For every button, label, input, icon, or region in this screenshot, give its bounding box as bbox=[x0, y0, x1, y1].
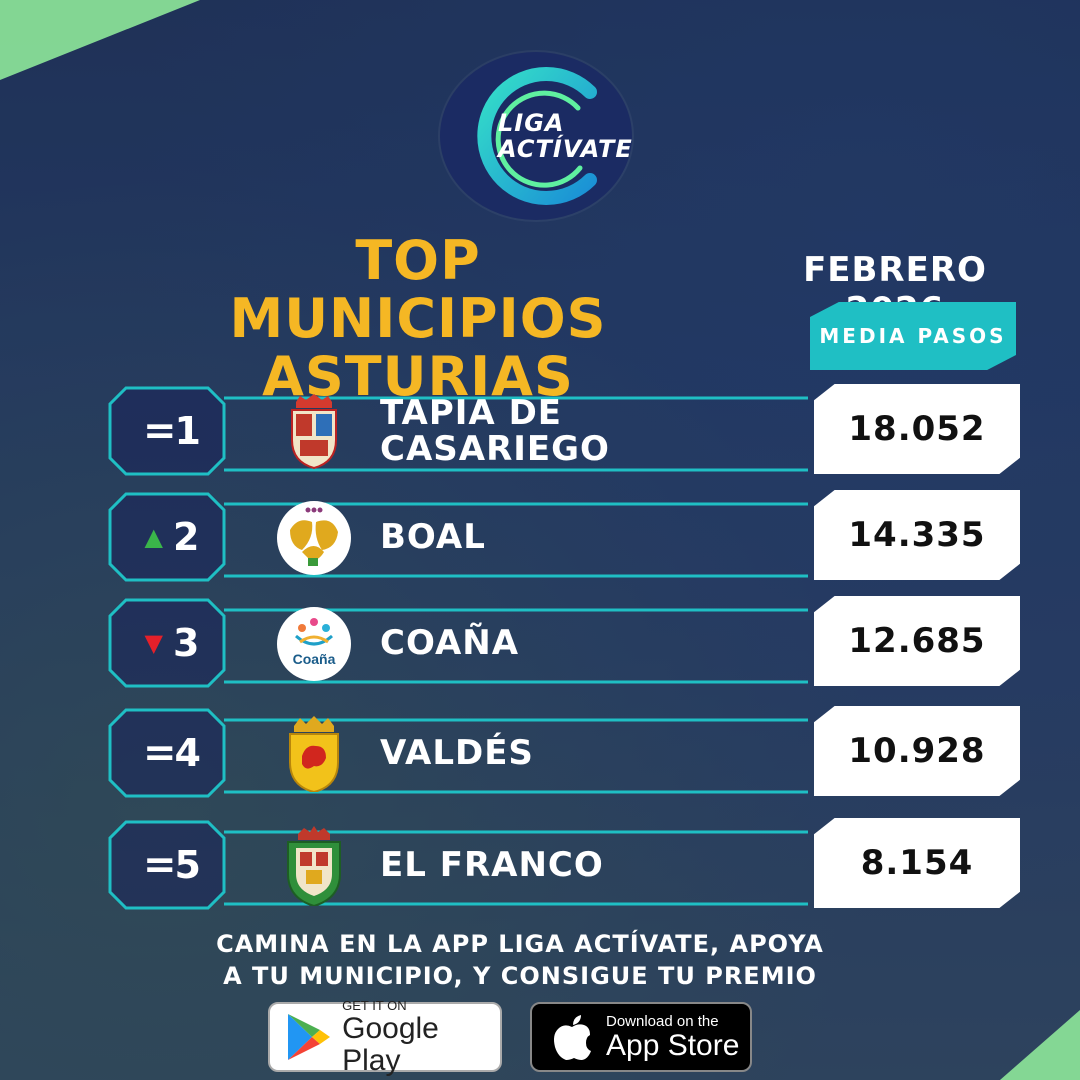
rank-cell: = 1 bbox=[122, 386, 222, 476]
ranking-row: = 4 VALDÉS 10.928 bbox=[108, 706, 1020, 798]
rank-number: 2 bbox=[173, 515, 200, 559]
steps-value: 18.052 bbox=[814, 384, 1020, 474]
coana-logo-text: Coaña bbox=[293, 651, 336, 667]
name-line1: VALDÉS bbox=[380, 733, 534, 773]
municipality-name: EL FRANCO bbox=[380, 820, 800, 910]
apple-icon bbox=[544, 1009, 600, 1065]
liga-activate-logo: LIGA ACTÍVATE bbox=[440, 52, 632, 220]
valdes-crest-icon bbox=[276, 716, 352, 792]
name-line2: CASARIEGO bbox=[380, 429, 610, 469]
trend-equal-icon: = bbox=[143, 408, 176, 454]
trend-up-icon: ▲ bbox=[144, 523, 163, 551]
corner-decoration-top-left bbox=[0, 0, 200, 80]
google-play-icon bbox=[282, 1009, 336, 1065]
row-frame bbox=[108, 386, 808, 476]
tapia-crest-icon bbox=[276, 394, 352, 470]
rank-cell: = 4 bbox=[122, 708, 222, 798]
cta-line2: A TU MUNICIPIO, Y CONSIGUE TU PREMIO bbox=[223, 962, 817, 990]
municipality-name: BOAL bbox=[380, 492, 800, 582]
ranking-row: = 5 EL FRANCO 8.154 bbox=[108, 818, 1020, 910]
name-line1: TAPIA DE bbox=[380, 393, 563, 433]
steps-value: 8.154 bbox=[814, 818, 1020, 908]
rank-number: 3 bbox=[173, 621, 200, 665]
call-to-action: CAMINA EN LA APP LIGA ACTÍVATE, APOYA A … bbox=[170, 928, 870, 992]
boal-logo-icon bbox=[276, 500, 352, 576]
coana-logo-icon: Coaña bbox=[276, 606, 352, 682]
app-store-button[interactable]: Download on the App Store bbox=[530, 1002, 752, 1072]
trend-down-icon: ▼ bbox=[144, 629, 163, 657]
name-line1: COAÑA bbox=[380, 623, 520, 663]
column-label-badge: MEDIA PASOS bbox=[810, 302, 1016, 370]
ranking-row: ▲ 2 BOAL 14.335 bbox=[108, 490, 1020, 582]
ranking-row: = 1 TAPIA DE CASARIEGO 18.052 bbox=[108, 384, 1020, 476]
rank-cell: ▲ 2 bbox=[122, 492, 222, 582]
logo-swoosh-icon bbox=[477, 67, 597, 205]
row-frame bbox=[108, 708, 808, 798]
steps-value: 14.335 bbox=[814, 490, 1020, 580]
municipality-name: TAPIA DE CASARIEGO bbox=[380, 386, 800, 476]
logo-line1: LIGA bbox=[498, 109, 565, 137]
trend-equal-icon: = bbox=[143, 730, 176, 776]
google-play-button[interactable]: GET IT ON Google Play bbox=[268, 998, 502, 1076]
page-title: TOP MUNICIPIOS ASTURIAS bbox=[158, 232, 678, 406]
logo-line2: ACTÍVATE bbox=[498, 135, 633, 163]
rank-cell: ▼ 3 bbox=[122, 598, 222, 688]
rank-number: 1 bbox=[174, 409, 201, 453]
municipality-name: VALDÉS bbox=[380, 708, 800, 798]
el-franco-crest-icon bbox=[276, 826, 352, 906]
row-frame bbox=[108, 598, 808, 688]
cta-line1: CAMINA EN LA APP LIGA ACTÍVATE, APOYA bbox=[216, 930, 824, 958]
municipality-name: COAÑA bbox=[380, 598, 800, 688]
ranking-row: ▼ 3 Coaña COAÑA 12.685 bbox=[108, 596, 1020, 688]
rank-cell: = 5 bbox=[122, 820, 222, 910]
trend-equal-icon: = bbox=[143, 842, 176, 888]
steps-value: 12.685 bbox=[814, 596, 1020, 686]
corner-decoration-bottom-right bbox=[1000, 1010, 1080, 1080]
google-play-small-text: GET IT ON bbox=[342, 997, 407, 1013]
app-store-label: App Store bbox=[606, 1028, 740, 1062]
name-line1: BOAL bbox=[380, 517, 486, 557]
google-play-label: Google Play bbox=[342, 1011, 439, 1077]
title-line1: TOP MUNICIPIOS bbox=[229, 229, 607, 350]
name-line1: EL FRANCO bbox=[380, 845, 604, 885]
app-store-small-text: Download on the bbox=[606, 1012, 719, 1030]
steps-value: 10.928 bbox=[814, 706, 1020, 796]
rank-number: 5 bbox=[174, 843, 201, 887]
rank-number: 4 bbox=[174, 731, 201, 775]
